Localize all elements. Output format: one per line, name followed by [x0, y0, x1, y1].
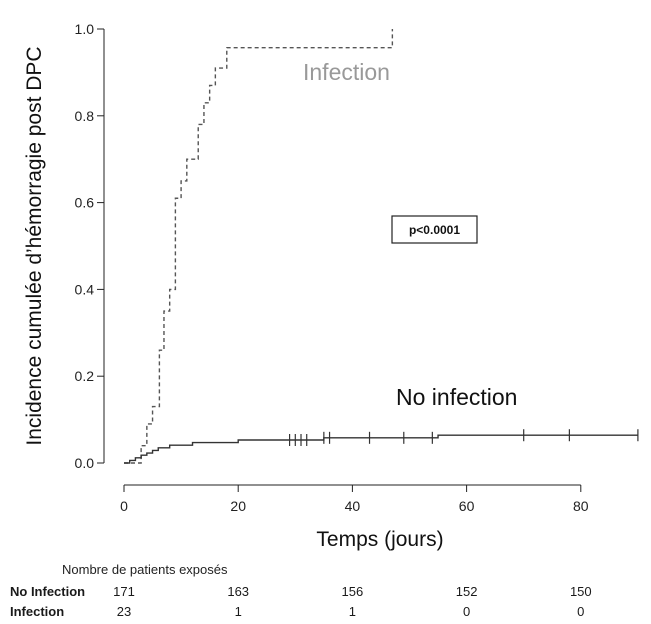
risk-cell: 23: [116, 604, 132, 619]
risk-cell: 152: [455, 584, 478, 599]
series-label-no-infection: No infection: [396, 384, 517, 410]
risk-cell: 0: [462, 604, 471, 619]
risk-cell: 156: [341, 584, 364, 599]
risk-cell: 163: [227, 584, 250, 599]
km-plot: 0 20 40 60 80 0.0 0.2 0.4 0.6 0.8 1.0 Temps (jour…: [23, 21, 639, 551]
y-tick-label: 0.4: [75, 281, 95, 297]
y-ticks: 0.0 0.2 0.4 0.6 0.8 1.0: [75, 21, 104, 471]
y-axis-title: Incidence cumulée d’hémorragie post DPC: [23, 46, 46, 445]
y-tick-label: 0.8: [75, 108, 95, 124]
p-value-label: p<0.0001: [409, 223, 460, 237]
x-tick-label: 40: [345, 498, 361, 514]
risk-cell: 150: [569, 584, 592, 599]
series-label-infection: Infection: [303, 59, 390, 85]
series-layer: [124, 29, 638, 464]
p-value-box: p<0.0001: [391, 215, 478, 244]
y-tick-label: 0.0: [75, 455, 95, 471]
x-tick-label: 0: [120, 498, 128, 514]
risk-row-label: No Infection: [10, 584, 86, 599]
y-tick-label: 0.2: [75, 368, 95, 384]
risk-table: Nombre de patients exposés No Infection 1…: [0, 558, 651, 624]
x-tick-label: 20: [230, 498, 246, 514]
y-tick-label: 1.0: [75, 21, 95, 37]
risk-table-title: Nombre de patients exposés: [62, 562, 228, 577]
x-ticks: 0 20 40 60 80: [120, 485, 589, 514]
x-tick-label: 80: [573, 498, 589, 514]
x-tick-label: 60: [459, 498, 475, 514]
plot-axes: [103, 29, 581, 486]
series-no-infection-line: [124, 434, 638, 464]
y-tick-label: 0.6: [75, 195, 95, 211]
series-infection-line: [124, 29, 394, 464]
risk-cell: 171: [113, 584, 135, 599]
risk-row-label: Infection: [10, 604, 65, 619]
risk-cell: 1: [348, 604, 357, 619]
censor-marks: [288, 429, 639, 446]
x-axis-title: Temps (jours): [316, 528, 443, 551]
risk-cell: 0: [577, 604, 585, 619]
risk-cell: 1: [234, 604, 242, 619]
